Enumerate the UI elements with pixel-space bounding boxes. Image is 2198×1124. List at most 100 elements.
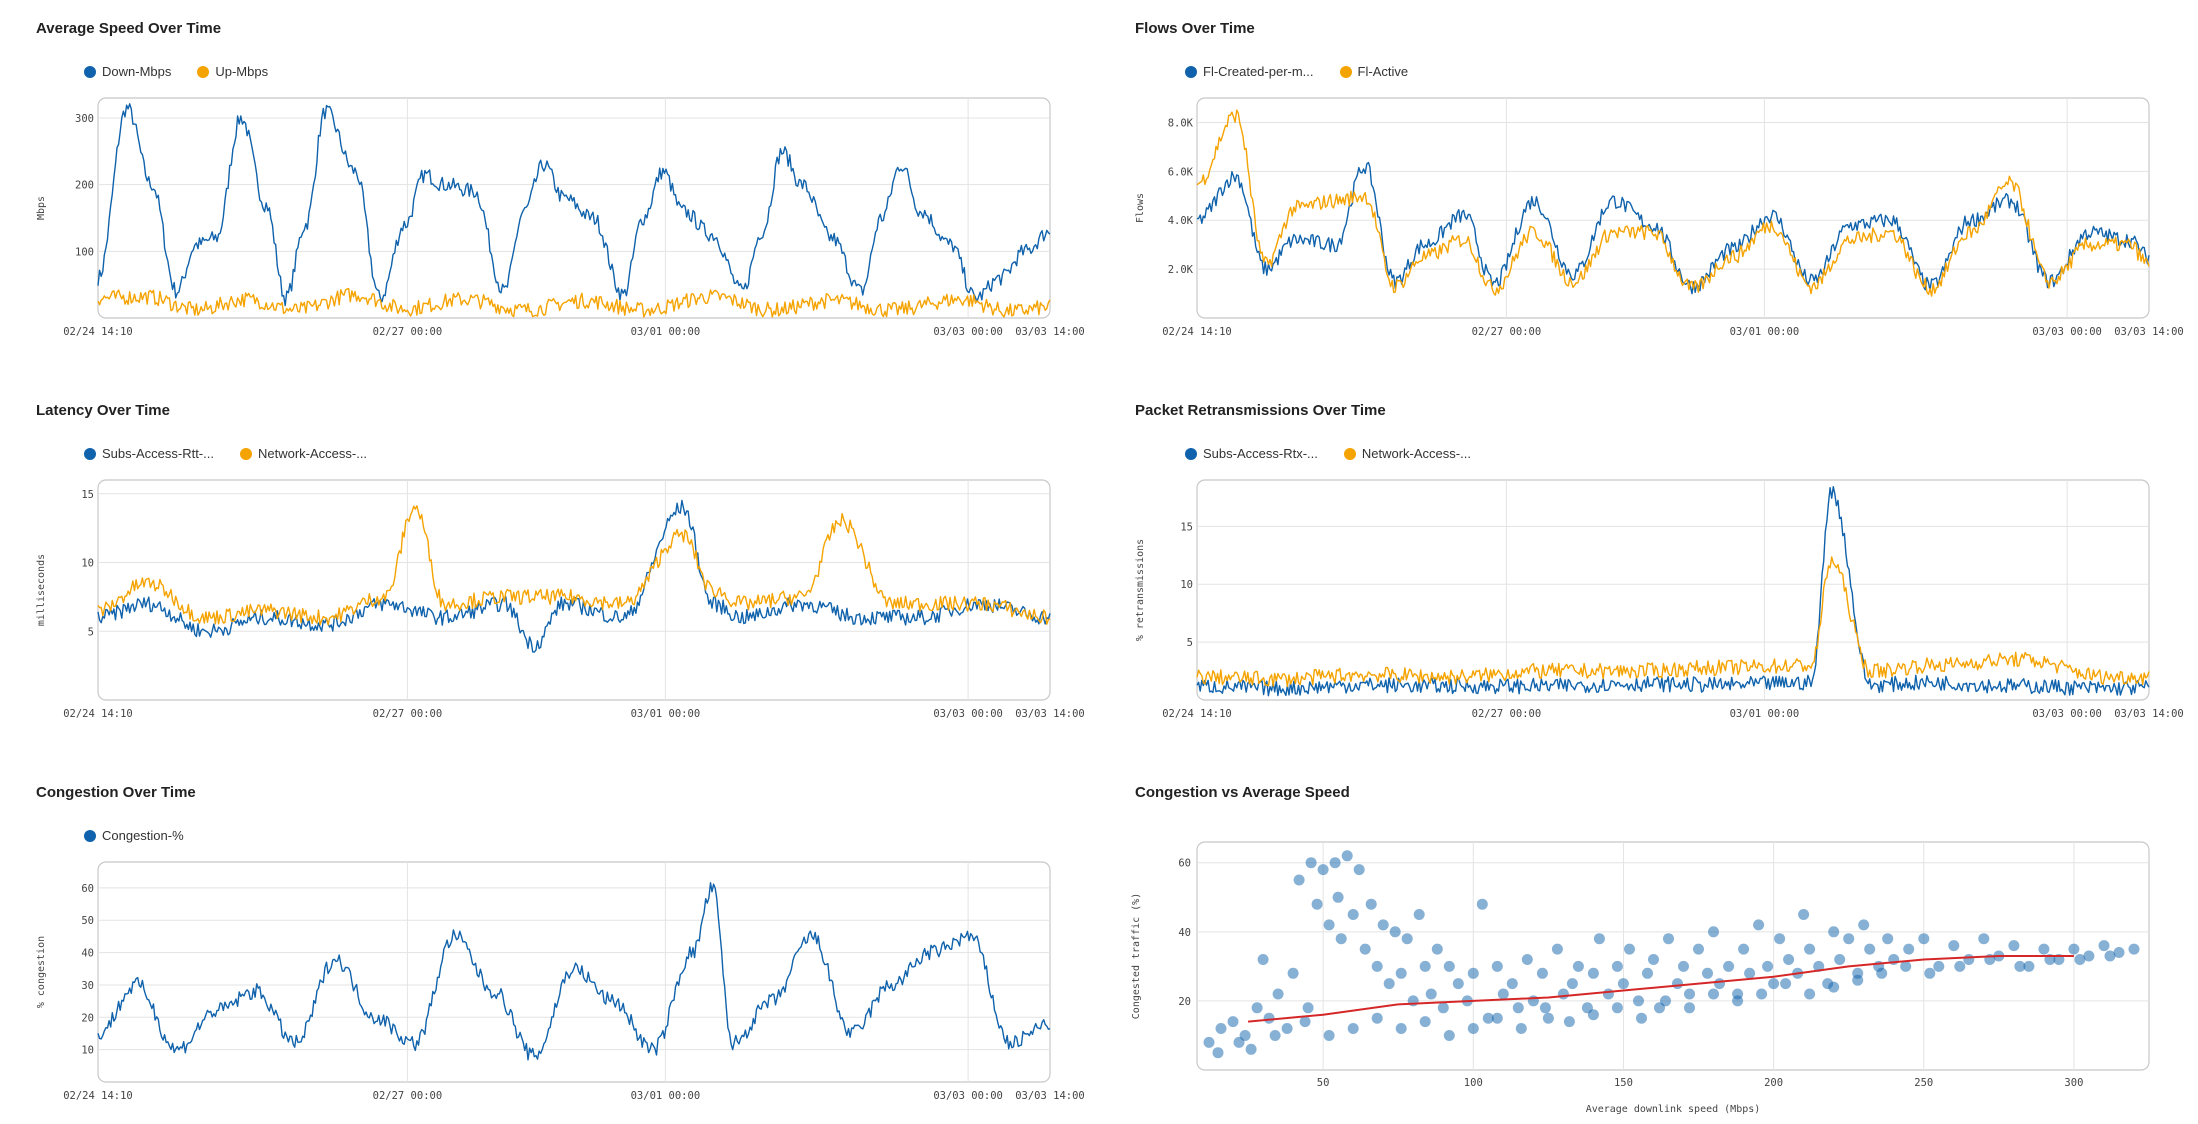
scatter-point (1954, 960, 1966, 972)
scatter-point (1617, 978, 1629, 990)
x-tick-label: 03/01 00:00 (631, 708, 701, 720)
scatter-point (1876, 967, 1888, 979)
scatter-point (1648, 954, 1659, 965)
scatter-point (1542, 1012, 1554, 1024)
scatter-point (1305, 857, 1317, 869)
scatter-point (1353, 864, 1365, 876)
scatter-point (1663, 933, 1674, 945)
legend-item[interactable]: Network-Access-... (1343, 446, 1471, 461)
scatter-point (1482, 1012, 1494, 1024)
scatter-point (1864, 943, 1876, 955)
scatter-point (1684, 1002, 1695, 1014)
scatter-point (1245, 1043, 1257, 1055)
chart-flows: 2.0K 4.0K 6.0K 8.0K 02/24 14:10 02/27 00:00 03… (1135, 97, 2184, 338)
x-tick-label: 02/27 00:00 (1472, 326, 1542, 338)
legend-label: Subs-Access-Rtt-... (102, 446, 214, 461)
scatter-point (1702, 967, 1713, 979)
scatter-point (1563, 1016, 1575, 1028)
plot-frame (1196, 841, 2150, 1071)
x-tick-label: 02/27 00:00 (373, 708, 443, 720)
scatter-point (1323, 919, 1335, 931)
y-tick-label: 10 (81, 558, 94, 570)
y-axis-label: Congested traffic (%) (1131, 893, 1142, 1019)
scatter-point (1539, 1002, 1551, 1014)
scatter-point (1437, 1002, 1449, 1014)
scatter-point (2083, 950, 2095, 962)
legend-item[interactable]: Subs-Access-Rtt-... (84, 446, 214, 461)
x-tick-label: 02/24 14:10 (63, 326, 133, 338)
y-tick-label: 15 (1180, 521, 1193, 533)
legend-swatch (84, 447, 96, 460)
scatter-point (1566, 978, 1578, 990)
scatter-point (1365, 898, 1377, 910)
series-line (97, 882, 1051, 1061)
legend-item[interactable]: Network-Access-... (239, 446, 367, 461)
x-tick-label: 03/03 14:00 (1015, 1090, 1085, 1102)
chart-retransmissions: 5 10 15 02/24 14:10 02/27 00:00 03/01 00:00 03… (1135, 479, 2184, 720)
x-tick-label: 200 (1764, 1077, 1783, 1089)
x-tick-label: 03/01 00:00 (1730, 708, 1800, 720)
scatter-point (2023, 960, 2035, 972)
scatter-point (1678, 960, 1689, 972)
legend-swatch (197, 65, 210, 78)
x-tick-label: 03/01 00:00 (1730, 326, 1800, 338)
scatter-point (1963, 954, 1975, 965)
plot-frame (97, 861, 1051, 1083)
scatter-point (1272, 988, 1284, 1000)
scatter-point (1948, 940, 1960, 952)
x-tick-label: 03/01 00:00 (631, 326, 701, 338)
legend-item[interactable]: Fl-Active (1339, 64, 1408, 79)
scatter-point (1900, 960, 1912, 972)
series-line (1196, 109, 2150, 297)
scatter-point (2113, 947, 2125, 958)
y-tick-label: 4.0K (1168, 215, 1194, 227)
scatter-point (1587, 967, 1599, 979)
legend-swatch (1185, 447, 1197, 460)
y-tick-label: 8.0K (1168, 117, 1194, 129)
legend-item[interactable]: Subs-Access-Rtx-... (1185, 446, 1318, 461)
scatter-point (1335, 933, 1347, 945)
legend-swatch (84, 829, 96, 842)
legend-label: Down-Mbps (102, 64, 172, 79)
legend-item[interactable]: Congestion-% (84, 828, 184, 843)
x-tick-label: 300 (2064, 1077, 2083, 1089)
y-tick-label: 2.0K (1168, 264, 1194, 276)
scatter-point (1476, 898, 1488, 910)
legend-item[interactable]: Fl-Created-per-m... (1185, 64, 1314, 79)
legend-item[interactable]: Down-Mbps (84, 64, 171, 79)
legend-label: Congestion-% (102, 828, 184, 843)
legend-swatch (239, 447, 252, 460)
legend-swatch (84, 65, 96, 78)
series-line (97, 288, 1051, 318)
y-tick-label: 5 (88, 626, 94, 638)
x-tick-label: 100 (1464, 1077, 1483, 1089)
y-tick-label: 40 (81, 948, 94, 960)
panel-latency: Latency Over Time Subs-Access-Rtt-... Ne… (0, 382, 1085, 732)
scatter-point (1377, 919, 1389, 931)
series-line (97, 103, 1051, 307)
legend-label: Fl-Created-per-m... (1203, 64, 1314, 79)
scatter-point (1762, 960, 1774, 972)
scatter-point (1714, 978, 1725, 990)
x-tick-label: 03/03 00:00 (933, 326, 1003, 338)
series-line (97, 499, 1051, 653)
scatter-point (1602, 988, 1614, 1000)
scatter-point (1212, 1047, 1224, 1059)
legend: Down-Mbps Up-Mbps (84, 64, 268, 79)
scatter-point (1693, 943, 1704, 955)
y-tick-label: 10 (81, 1045, 94, 1057)
legend-label: Up-Mbps (215, 64, 269, 79)
x-tick-label: 03/03 00:00 (933, 1090, 1003, 1102)
x-tick-label: 02/27 00:00 (373, 1090, 443, 1102)
scatter-point (1506, 978, 1518, 990)
x-tick-label: 02/24 14:10 (1162, 326, 1232, 338)
scatter-point (1633, 995, 1644, 1007)
scatter-point (1660, 995, 1671, 1007)
y-tick-label: 5 (1187, 637, 1193, 649)
scatter-point (1341, 850, 1353, 862)
scatter-point (1329, 857, 1341, 869)
scatter-point (1323, 1030, 1335, 1041)
legend-item[interactable]: Up-Mbps (197, 64, 268, 79)
scatter-point (1293, 874, 1305, 886)
scatter-point (1491, 960, 1503, 972)
